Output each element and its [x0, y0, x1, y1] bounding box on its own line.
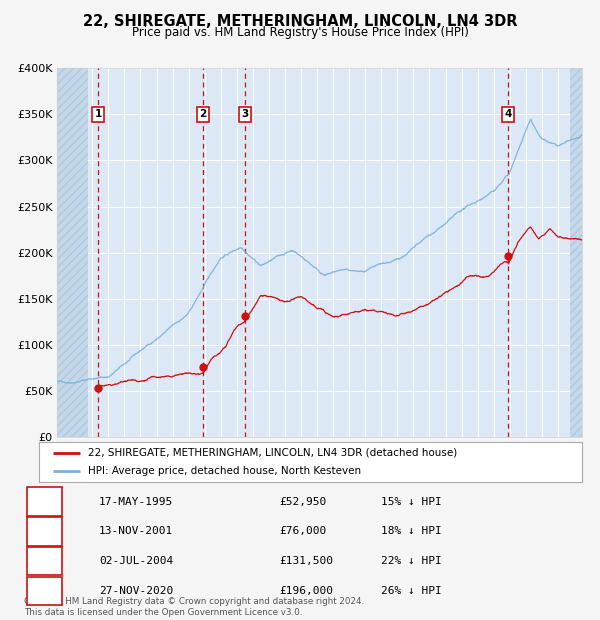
Text: 1: 1 [41, 497, 48, 507]
Text: 18% ↓ HPI: 18% ↓ HPI [381, 526, 442, 536]
Text: Price paid vs. HM Land Registry's House Price Index (HPI): Price paid vs. HM Land Registry's House … [131, 26, 469, 39]
Text: 2: 2 [41, 526, 48, 536]
Text: £52,950: £52,950 [279, 497, 326, 507]
Text: 02-JUL-2004: 02-JUL-2004 [99, 556, 173, 566]
Text: 2: 2 [199, 109, 206, 119]
Text: 17-MAY-1995: 17-MAY-1995 [99, 497, 173, 507]
Text: 22% ↓ HPI: 22% ↓ HPI [381, 556, 442, 566]
Text: 3: 3 [241, 109, 248, 119]
Bar [57, 68, 88, 437]
Text: 26% ↓ HPI: 26% ↓ HPI [381, 586, 442, 596]
Text: £196,000: £196,000 [279, 586, 333, 596]
Text: HPI: Average price, detached house, North Kesteven: HPI: Average price, detached house, Nort… [88, 466, 361, 477]
Text: £131,500: £131,500 [279, 556, 333, 566]
Text: 22, SHIREGATE, METHERINGHAM, LINCOLN, LN4 3DR (detached house): 22, SHIREGATE, METHERINGHAM, LINCOLN, LN… [88, 448, 457, 458]
Text: Contains HM Land Registry data © Crown copyright and database right 2024.
This d: Contains HM Land Registry data © Crown c… [24, 598, 364, 617]
Text: 3: 3 [41, 556, 48, 566]
Text: 4: 4 [40, 586, 49, 596]
Text: 22, SHIREGATE, METHERINGHAM, LINCOLN, LN4 3DR: 22, SHIREGATE, METHERINGHAM, LINCOLN, LN… [83, 14, 517, 29]
Bar [570, 68, 582, 437]
Text: 1: 1 [95, 109, 102, 119]
Text: 15% ↓ HPI: 15% ↓ HPI [381, 497, 442, 507]
Text: 13-NOV-2001: 13-NOV-2001 [99, 526, 173, 536]
Text: 27-NOV-2020: 27-NOV-2020 [99, 586, 173, 596]
Text: £76,000: £76,000 [279, 526, 326, 536]
Text: 4: 4 [505, 109, 512, 119]
